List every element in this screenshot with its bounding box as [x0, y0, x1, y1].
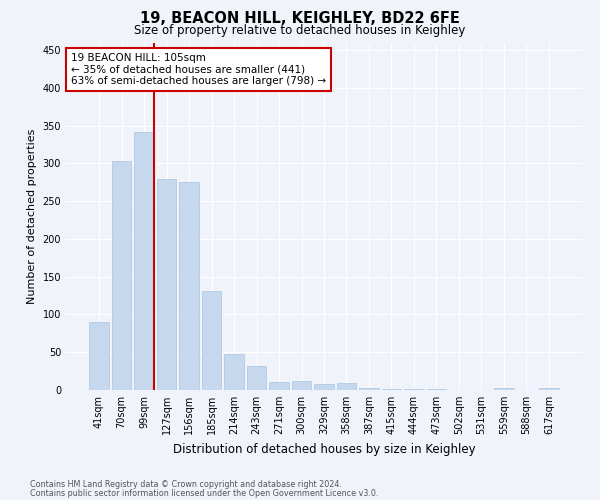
Bar: [494, 388, 514, 390]
Bar: [539, 388, 559, 390]
Bar: [337, 383, 356, 390]
X-axis label: Distribution of detached houses by size in Keighley: Distribution of detached houses by size …: [173, 442, 475, 456]
Y-axis label: Number of detached properties: Number of detached properties: [27, 128, 37, 304]
Bar: [179, 182, 199, 390]
Text: 19, BEACON HILL, KEIGHLEY, BD22 6FE: 19, BEACON HILL, KEIGHLEY, BD22 6FE: [140, 11, 460, 26]
Bar: [202, 291, 221, 390]
Bar: [427, 389, 446, 390]
Bar: [314, 384, 334, 390]
Bar: [382, 389, 401, 390]
Bar: [292, 381, 311, 390]
Bar: [247, 366, 266, 390]
Bar: [269, 382, 289, 390]
Bar: [89, 322, 109, 390]
Bar: [224, 354, 244, 390]
Bar: [404, 389, 424, 390]
Bar: [134, 132, 154, 390]
Bar: [157, 179, 176, 390]
Text: Contains HM Land Registry data © Crown copyright and database right 2024.: Contains HM Land Registry data © Crown c…: [30, 480, 342, 489]
Text: Contains public sector information licensed under the Open Government Licence v3: Contains public sector information licen…: [30, 488, 379, 498]
Bar: [359, 388, 379, 390]
Text: 19 BEACON HILL: 105sqm
← 35% of detached houses are smaller (441)
63% of semi-de: 19 BEACON HILL: 105sqm ← 35% of detached…: [71, 53, 326, 86]
Bar: [112, 161, 131, 390]
Text: Size of property relative to detached houses in Keighley: Size of property relative to detached ho…: [134, 24, 466, 37]
